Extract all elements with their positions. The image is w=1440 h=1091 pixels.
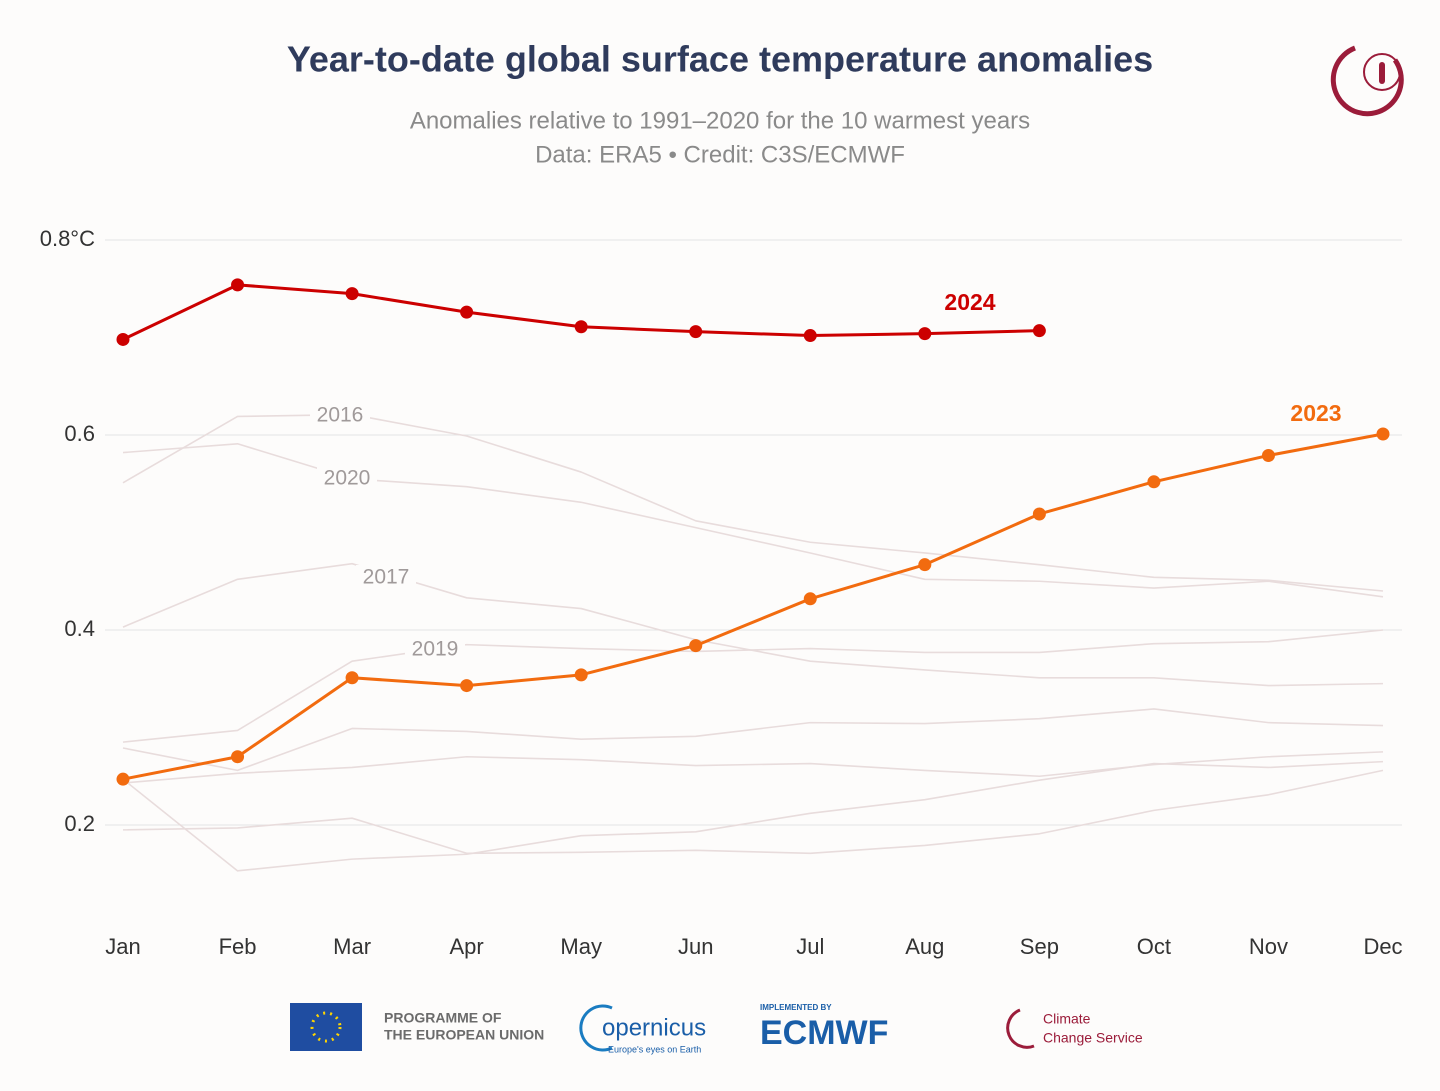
series-line xyxy=(122,442,1384,598)
series-line xyxy=(122,760,1384,872)
footer-text: THE EUROPEAN UNION xyxy=(384,1027,544,1043)
series-label: 2024 xyxy=(944,289,995,315)
x-tick-label: Feb xyxy=(219,934,257,959)
series-label: 2016 xyxy=(317,404,364,427)
x-tick-label: Jun xyxy=(678,934,713,959)
logo-thermometer xyxy=(1379,62,1385,84)
data-point xyxy=(1261,448,1275,462)
data-point xyxy=(1376,427,1390,441)
series-line xyxy=(122,413,1384,592)
data-point xyxy=(1147,475,1161,489)
footer-text: PROGRAMME OF xyxy=(384,1010,502,1026)
x-tick-label: Aug xyxy=(905,934,944,959)
footer-text: ECMWF xyxy=(760,1014,888,1052)
data-point xyxy=(116,772,130,786)
footer-text: Change Service xyxy=(1043,1030,1143,1046)
c3s-corner-logo xyxy=(1330,45,1404,117)
label-background xyxy=(317,466,377,492)
series-label: 2019 xyxy=(412,638,459,661)
label-background xyxy=(310,403,370,429)
series-label: 2017 xyxy=(363,566,410,589)
data-point xyxy=(803,329,817,343)
eu-flag xyxy=(290,1003,362,1051)
data-point xyxy=(116,332,130,346)
label-background xyxy=(405,637,465,663)
y-tick-label: 0.2 xyxy=(64,811,95,836)
y-tick-label: 0.6 xyxy=(64,421,95,446)
label-background xyxy=(356,565,416,591)
footer-text: Europe's eyes on Earth xyxy=(608,1044,701,1054)
series-line xyxy=(122,562,1384,687)
chart-subtitle: Data: ERA5 • Credit: C3S/ECMWF xyxy=(535,141,905,168)
data-point xyxy=(689,639,703,653)
x-tick-label: Sep xyxy=(1020,934,1059,959)
series-line xyxy=(122,432,1384,781)
data-point xyxy=(918,327,932,341)
footer-text: Climate xyxy=(1043,1011,1091,1027)
series-line xyxy=(122,751,1384,784)
data-point xyxy=(345,287,359,301)
y-tick-label: 0.4 xyxy=(64,616,95,641)
data-point xyxy=(1032,507,1046,521)
data-point xyxy=(460,679,474,693)
x-tick-label: Jul xyxy=(796,934,824,959)
data-point xyxy=(231,750,245,764)
data-point xyxy=(231,278,245,292)
series-label: 2020 xyxy=(324,467,371,490)
data-point xyxy=(460,305,474,319)
series-label: 2023 xyxy=(1290,400,1341,426)
data-point xyxy=(918,558,932,572)
footer: PROGRAMME OF THE EUROPEAN UNION opernicu… xyxy=(290,1003,1143,1054)
footer-text: opernicus xyxy=(602,1014,706,1041)
x-tick-label: Mar xyxy=(333,934,371,959)
data-point xyxy=(1032,324,1046,338)
chart-title: Year-to-date global surface temperature … xyxy=(287,39,1153,80)
copernicus-c xyxy=(579,1004,613,1052)
x-tick-label: Apr xyxy=(450,934,484,959)
data-point xyxy=(345,671,359,685)
x-tick-label: Dec xyxy=(1363,934,1402,959)
data-point xyxy=(689,325,703,339)
data-point xyxy=(574,320,588,334)
logo-cloud xyxy=(1363,53,1401,91)
data-point xyxy=(574,668,588,682)
x-tick-label: Nov xyxy=(1249,934,1288,959)
c3s-logo xyxy=(1006,1008,1035,1049)
chart-subtitle: Anomalies relative to 1991–2020 for the … xyxy=(410,107,1030,134)
footer-text: IMPLEMENTED BY xyxy=(760,1003,832,1012)
data-point xyxy=(803,592,817,606)
series-line xyxy=(122,629,1384,743)
x-tick-label: Jan xyxy=(105,934,140,959)
x-tick-label: May xyxy=(560,934,602,959)
x-tick-label: Oct xyxy=(1137,934,1171,959)
y-tick-label: 0.8°C xyxy=(40,226,95,251)
eu-stars xyxy=(310,1011,342,1043)
series-line xyxy=(122,708,1384,772)
series-line xyxy=(122,769,1384,855)
logo-arc xyxy=(1330,45,1404,117)
